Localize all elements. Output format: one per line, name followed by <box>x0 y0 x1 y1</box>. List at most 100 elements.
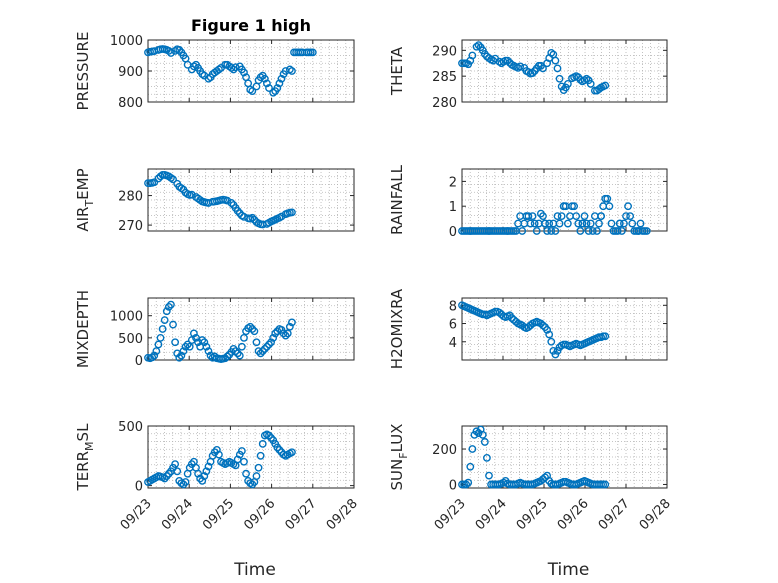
data-point <box>570 202 579 211</box>
data-point <box>273 84 282 92</box>
subplot-4: 0 1 2 RAINFALL <box>388 164 668 240</box>
x-tick-label: 09/28 <box>637 496 674 533</box>
data-point <box>530 219 539 228</box>
y-tick-label: 270 <box>118 219 143 234</box>
data-point <box>285 322 294 331</box>
y-axis-label: SUNFLUX <box>388 424 410 491</box>
subplot-5: 0 500 1000 MIXDEPTH <box>74 290 355 369</box>
data-point <box>185 342 194 351</box>
data-point <box>636 219 645 228</box>
data-point <box>593 227 601 235</box>
data-point <box>277 212 286 221</box>
axes-frame <box>461 168 668 232</box>
data-point <box>267 338 275 347</box>
series-markers <box>144 45 317 97</box>
data-point <box>240 457 248 466</box>
data-point <box>206 351 215 360</box>
data-point <box>258 347 267 356</box>
data-point <box>526 219 535 228</box>
x-tick-label: 09/24 <box>159 496 196 533</box>
data-point <box>622 212 630 221</box>
data-point <box>244 79 253 88</box>
y-tick-label: 0 <box>135 354 143 369</box>
data-point <box>516 212 525 221</box>
axes-frame <box>461 425 668 489</box>
data-point <box>240 68 248 77</box>
data-point <box>485 471 493 480</box>
data-point <box>252 472 261 480</box>
data-point <box>167 49 175 57</box>
data-point <box>516 62 525 71</box>
data-point <box>162 307 171 316</box>
data-point <box>150 178 159 187</box>
data-point <box>242 469 250 478</box>
y-axis-label: PRESSURE <box>74 32 92 111</box>
y-tick-label: 280 <box>432 96 457 111</box>
y-axis-label: TERRMSL <box>74 423 96 492</box>
data-point <box>601 480 610 489</box>
data-point <box>229 345 238 353</box>
data-point <box>175 353 184 362</box>
y-axis-label: MIXDEPTH <box>74 290 92 368</box>
data-point <box>252 338 261 347</box>
data-point <box>198 336 207 344</box>
data-point <box>576 227 585 235</box>
x-axis-label: Time <box>233 560 276 580</box>
y-tick-label: 1 <box>449 200 457 215</box>
data-point <box>613 227 622 235</box>
data-point <box>599 202 608 211</box>
data-point <box>480 438 489 446</box>
data-point <box>528 212 537 221</box>
data-point <box>212 445 221 454</box>
data-point <box>265 84 273 92</box>
subplot-8: 0 200 09/23 09/24 09/25 09/26 09/27 09/28 SUNFLU… <box>388 424 674 580</box>
data-point <box>233 349 242 358</box>
data-point <box>150 351 159 360</box>
data-point <box>204 347 213 356</box>
data-point <box>545 330 554 339</box>
data-point <box>288 67 296 75</box>
x-tick-label: 09/28 <box>324 496 361 533</box>
data-point <box>551 227 560 235</box>
data-point <box>160 316 169 325</box>
series-markers <box>144 171 296 229</box>
y-axis-label: RAINFALL <box>388 164 406 235</box>
x-tick-label: 09/25 <box>514 496 551 533</box>
data-point <box>574 219 583 228</box>
data-point <box>181 342 190 351</box>
subplot-2: 280 285 290 THETA <box>388 39 668 111</box>
data-point <box>586 80 595 88</box>
data-point <box>539 212 547 221</box>
data-point <box>603 194 612 203</box>
data-point <box>269 333 278 342</box>
data-point <box>607 219 616 228</box>
axes-frame <box>461 297 668 361</box>
series-markers <box>458 41 610 95</box>
y-tick-label: 900 <box>118 65 143 80</box>
y-axis-label: H2OMIXRA <box>388 288 406 369</box>
data-point <box>514 219 522 228</box>
data-point <box>539 321 547 330</box>
data-point <box>590 212 599 221</box>
data-point <box>152 347 161 356</box>
data-point <box>235 351 244 360</box>
data-point <box>553 212 562 221</box>
data-point <box>277 74 286 83</box>
y-tick-label: 2 <box>449 175 457 190</box>
data-point <box>586 219 595 228</box>
data-point <box>223 352 232 361</box>
data-point <box>200 472 209 480</box>
data-point <box>566 212 574 221</box>
series-markers <box>458 301 610 359</box>
data-point <box>563 80 572 88</box>
series-markers <box>458 194 651 235</box>
data-point <box>263 342 271 351</box>
axes-frame <box>147 297 355 361</box>
data-point <box>528 69 537 77</box>
data-point <box>177 351 186 360</box>
data-point <box>281 331 290 340</box>
y-tick-label: 200 <box>432 443 457 458</box>
data-point <box>601 332 610 341</box>
